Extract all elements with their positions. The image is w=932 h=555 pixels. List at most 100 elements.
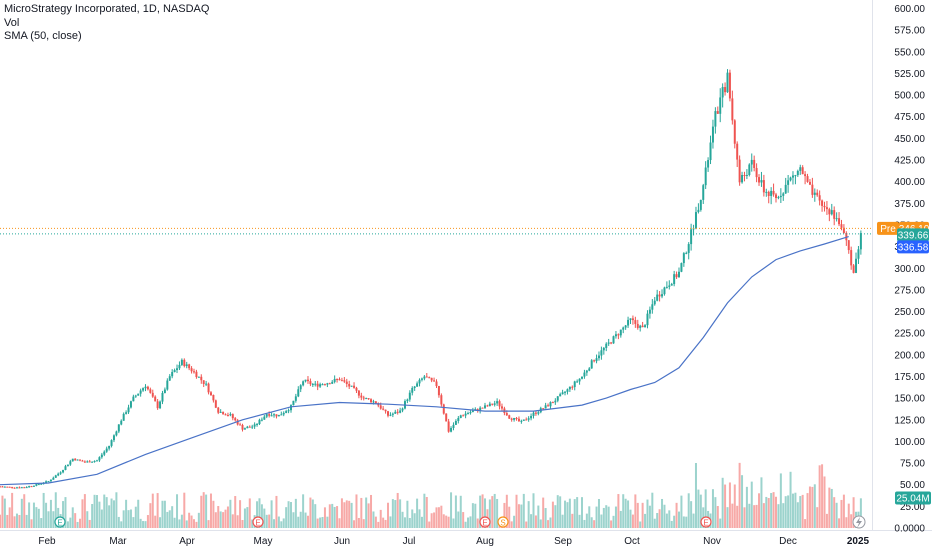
candle-body <box>74 458 77 461</box>
candle-body <box>394 411 397 414</box>
candle-body <box>588 368 591 371</box>
volume-bar <box>551 501 554 528</box>
volume-bar <box>265 514 268 528</box>
candle-body <box>796 170 799 176</box>
volume-bar <box>801 494 804 528</box>
volume-legend[interactable]: Vol <box>4 16 20 29</box>
sma-legend[interactable]: SMA (50, close) <box>4 30 82 42</box>
lightning-icon[interactable] <box>852 515 866 529</box>
volume-bar <box>117 516 120 528</box>
volume-bar <box>699 494 702 528</box>
candle-body <box>762 180 765 193</box>
candle-body <box>103 451 106 455</box>
volume-bar <box>753 505 756 528</box>
earnings-marker[interactable]: E <box>252 516 264 528</box>
volume-bar <box>394 500 397 528</box>
volume-bar <box>226 506 229 528</box>
candle-body <box>709 142 712 161</box>
volume-bar <box>120 521 123 528</box>
volume-bar <box>646 499 649 528</box>
candle-body <box>11 486 14 488</box>
candle-body <box>294 396 297 401</box>
candle-body <box>498 401 501 407</box>
volume-bar <box>588 506 591 528</box>
volume-bar <box>15 513 18 528</box>
volume-bar <box>290 502 292 528</box>
candle-body <box>651 304 654 310</box>
candle-body <box>418 379 421 384</box>
candle-body <box>81 460 84 462</box>
volume-bar <box>559 496 562 528</box>
volume-bar <box>462 512 465 528</box>
volume-bar <box>437 507 440 528</box>
earnings-marker[interactable]: E <box>479 516 491 528</box>
volume-bar <box>163 500 166 528</box>
volume-bar <box>8 507 11 528</box>
volume-bar <box>593 520 596 528</box>
earnings-marker-letter: E <box>255 519 260 528</box>
volume-bar <box>263 508 266 528</box>
candle-body <box>590 360 593 369</box>
volume-bar <box>54 492 57 528</box>
symbol-title[interactable]: MicroStrategy Incorporated, 1D, NASDAQ <box>4 3 210 15</box>
split-marker-letter: S <box>500 519 505 528</box>
volume-bar <box>610 520 613 528</box>
volume-bar <box>840 499 843 528</box>
volume-bar <box>743 507 746 528</box>
candle-body <box>559 394 562 397</box>
volume-bar <box>670 520 673 528</box>
volume-bar <box>345 500 348 528</box>
candle-body <box>471 410 474 413</box>
volume-bar <box>537 505 540 528</box>
candle-body <box>510 418 513 420</box>
candle-body <box>714 111 717 127</box>
volume-bar <box>144 521 147 528</box>
candle-body <box>6 486 9 488</box>
volume-bar <box>241 519 244 528</box>
price-tick-label: 250.00 <box>894 307 925 318</box>
candle-body <box>382 408 385 410</box>
earnings-marker[interactable]: E <box>54 516 66 528</box>
volume-bar <box>343 502 346 528</box>
earnings-marker[interactable]: E <box>700 516 712 528</box>
price-tick-label: 450.00 <box>894 134 925 145</box>
candle-body <box>450 427 453 432</box>
candle-body <box>348 383 351 387</box>
volume-bar <box>452 518 455 528</box>
volume-bar <box>139 518 142 528</box>
volume-bar <box>151 493 154 528</box>
candle-body <box>753 159 756 169</box>
candle-body <box>88 461 91 463</box>
volume-bar <box>796 502 799 528</box>
volume-bar <box>775 496 777 528</box>
volume-bar <box>636 502 639 528</box>
volume-bar <box>294 498 297 528</box>
candle-body <box>188 364 191 369</box>
volume-bar <box>493 493 496 528</box>
volume-bar <box>408 517 411 528</box>
candle-body <box>265 414 268 417</box>
candle-body <box>770 190 773 196</box>
volume-bar <box>787 495 790 528</box>
volume-bar <box>534 515 537 528</box>
volume-bar <box>321 517 324 528</box>
pre-label-bg <box>877 221 899 235</box>
candle-body <box>178 364 181 369</box>
volume-bar <box>481 494 484 528</box>
split-marker[interactable]: S <box>497 516 509 528</box>
candle-body <box>280 414 283 416</box>
volume-bar <box>508 506 511 528</box>
volume-bar <box>602 507 605 528</box>
volume-bar <box>52 511 55 528</box>
volume-bar <box>714 497 717 528</box>
candle-body <box>736 143 739 160</box>
volume-bar <box>11 492 14 528</box>
candle-body <box>355 387 358 391</box>
candle-body <box>777 197 780 199</box>
volume-bar <box>474 503 477 528</box>
volume-bar <box>597 499 600 528</box>
volume-bar <box>314 504 317 528</box>
time-axis-label: May <box>254 536 273 547</box>
